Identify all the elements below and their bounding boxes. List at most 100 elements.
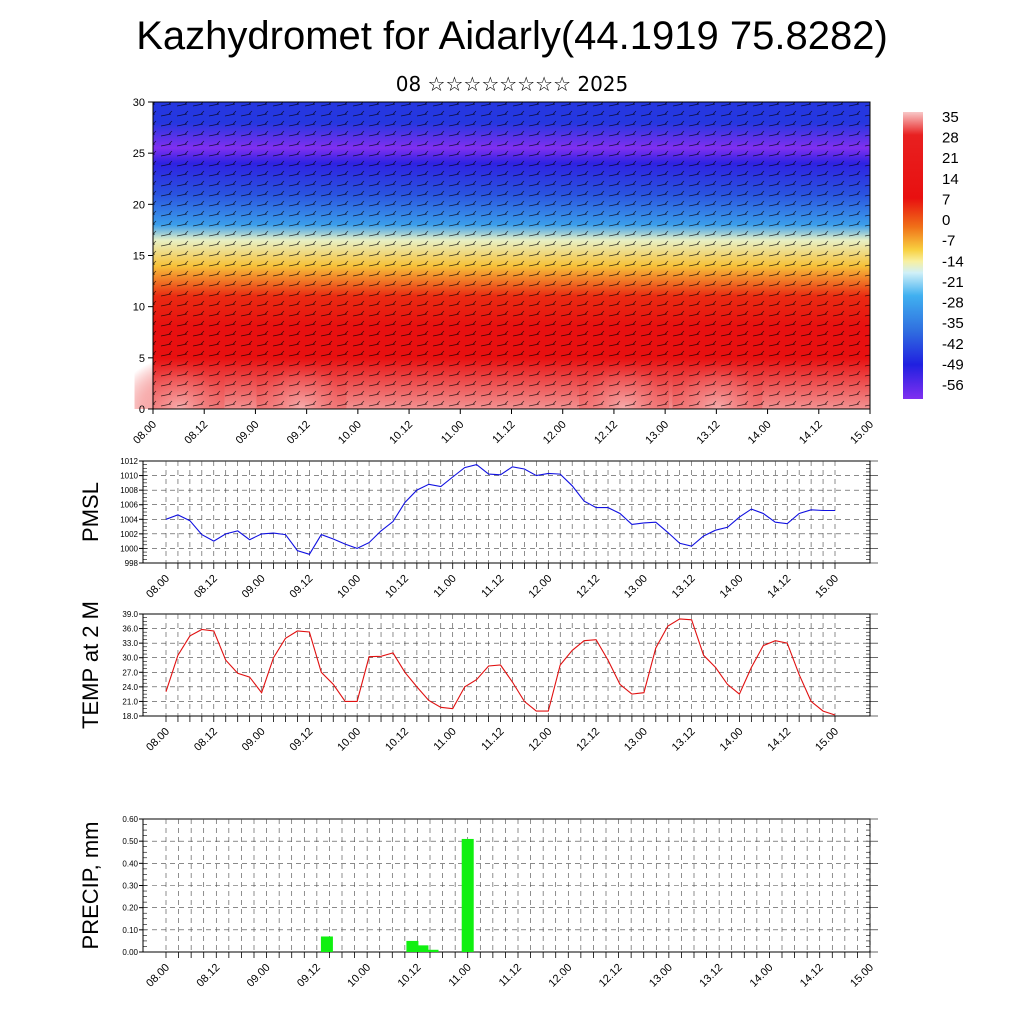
xtick-label: 08.12 (192, 726, 220, 754)
ytick-label: 24.0 (122, 683, 138, 692)
xtick-label: 14.00 (748, 962, 776, 990)
xtick-label: 11.12 (497, 962, 524, 989)
ytick-label: 0.60 (122, 815, 138, 824)
colorbar-ramp (903, 112, 923, 399)
ytick-label: 0.30 (122, 882, 138, 891)
y-axis-label: PRECIP, mm (78, 822, 103, 950)
heatmap-ytick-label: 0 (139, 404, 145, 416)
colorbar-label: -7 (942, 233, 955, 250)
xtick-label: 15.00 (813, 726, 841, 754)
y-axis-label: PMSL (78, 482, 103, 542)
xtick-label: 08.00 (144, 962, 172, 990)
ytick-label: 39.0 (122, 610, 138, 619)
xtick-label: 08.12 (192, 573, 220, 601)
xtick-label: 15.00 (813, 573, 841, 601)
temperature-panel: 18.0 21.0 24.0 27.0 30.0 33.0 36.0 39.0 08.00 08.… (78, 601, 878, 754)
colorbar-label: -35 (942, 315, 964, 332)
xtick-label: 11.12 (479, 573, 506, 600)
xtick-label: 08.00 (144, 573, 172, 601)
xtick-label: 13.12 (670, 726, 698, 754)
xtick-label: 14.12 (765, 726, 793, 754)
xtick-label: 12.00 (546, 962, 574, 990)
colorbar-label: -49 (942, 356, 964, 373)
xtick-label: 13.12 (697, 962, 725, 990)
xtick-label: 09.00 (240, 726, 268, 754)
ytick-label: 0.00 (122, 948, 138, 957)
ytick-label: 27.0 (122, 668, 138, 677)
xtick-label: 09.12 (288, 726, 316, 754)
ytick-label: 1010 (120, 472, 138, 481)
colorbar-label: 14 (942, 171, 959, 188)
pmsl-panel: 998 1000 1002 1004 1006 1008 1010 1012 08.00 08.1… (78, 457, 878, 601)
xtick-label: 12.12 (574, 573, 602, 601)
xtick-label: 09.00 (245, 962, 273, 990)
xtick-label: 13.00 (622, 726, 650, 754)
ytick-label: 18.0 (122, 712, 138, 721)
ytick-label: 21.0 (122, 697, 138, 706)
xtick-label: 14.00 (718, 726, 746, 754)
xtick-label: 09.12 (295, 962, 323, 990)
xtick-label: 12.12 (574, 726, 602, 754)
ytick-label: 1006 (120, 501, 138, 510)
series-line (165, 464, 835, 555)
heatmap-xtick-label: 15.00 (848, 419, 876, 447)
xtick-label: 12.00 (526, 726, 554, 754)
colorbar-label: 28 (942, 130, 959, 147)
heatmap-xtick-label: 12.00 (541, 419, 569, 447)
ytick-label: 998 (125, 559, 139, 568)
ytick-label: 1004 (120, 515, 138, 524)
ytick-label: 36.0 (122, 625, 138, 634)
ytick-label: 0.40 (122, 859, 138, 868)
chart-title: Kazhydromet for Aidarly(44.1919 75.8282) (136, 14, 888, 58)
heatmap-ytick-label: 30 (133, 97, 145, 109)
xtick-label: 14.12 (765, 573, 793, 601)
ytick-label: 1002 (120, 530, 138, 539)
precip-bar (320, 936, 333, 952)
heatmap-xtick-label: 10.12 (387, 419, 415, 447)
ytick-label: 30.0 (122, 654, 138, 663)
heatmap-xtick-label: 14.00 (746, 419, 774, 447)
heatmap-xtick-label: 09.12 (285, 419, 313, 447)
xtick-label: 08.00 (144, 726, 172, 754)
heatmap-ytick-label: 25 (133, 148, 145, 160)
heatmap-ytick-label: 5 (139, 353, 145, 365)
colorbar-label: -21 (942, 274, 964, 291)
xtick-label: 11.00 (431, 573, 458, 600)
heatmap-xtick-label: 11.00 (439, 419, 466, 446)
xtick-label: 15.00 (848, 962, 876, 990)
heatmap-xtick-label: 09.00 (234, 419, 262, 447)
precip-bar (426, 949, 439, 952)
colorbar-label: 7 (942, 191, 950, 208)
xtick-label: 13.00 (622, 573, 650, 601)
heatmap-xtick-label: 10.00 (336, 419, 364, 447)
xtick-label: 10.12 (383, 573, 411, 601)
colorbar-label: 0 (942, 212, 950, 229)
xtick-label: 13.00 (647, 962, 675, 990)
y-axis-label: TEMP at 2 M (78, 601, 103, 729)
precip-bar (461, 838, 474, 952)
colorbar-label: -14 (942, 253, 964, 270)
heatmap-ytick-label: 20 (133, 199, 145, 211)
xtick-label: 12.00 (526, 573, 554, 601)
xtick-label: 11.00 (431, 726, 458, 753)
precip-bar (406, 940, 419, 952)
xtick-label: 11.12 (479, 726, 506, 753)
xtick-label: 10.00 (335, 726, 363, 754)
chart-subtitle: 08 ☆☆☆☆☆☆☆☆ 2025 (395, 72, 629, 96)
xtick-label: 08.12 (194, 962, 222, 990)
ytick-label: 1000 (120, 544, 138, 553)
ytick-label: 1012 (120, 457, 138, 466)
xtick-label: 09.00 (240, 573, 268, 601)
heatmap-xtick-label: 08.00 (131, 419, 159, 447)
heatmap-xtick-label: 12.12 (592, 419, 620, 447)
heatmap-xtick-label: 11.12 (490, 419, 517, 446)
xtick-label: 10.12 (396, 962, 424, 990)
colorbar-label: 35 (942, 109, 959, 126)
ytick-label: 1008 (120, 486, 138, 495)
colorbar-label: -56 (942, 377, 964, 394)
xtick-label: 10.12 (383, 726, 411, 754)
heatmap-ytick-label: 15 (133, 251, 145, 263)
xtick-label: 10.00 (335, 573, 363, 601)
xtick-label: 12.12 (597, 962, 625, 990)
